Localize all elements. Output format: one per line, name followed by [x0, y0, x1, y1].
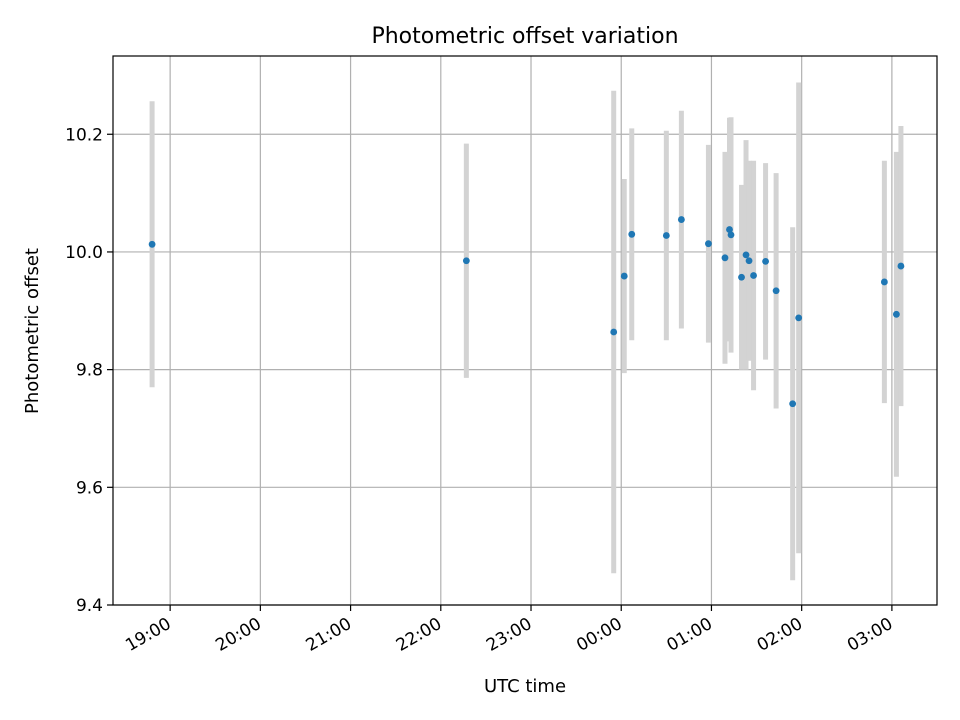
y-tick-label: 10.0	[65, 243, 103, 263]
data-point	[893, 310, 900, 318]
data-point	[789, 400, 797, 408]
y-tick-label: 9.6	[76, 478, 103, 498]
data-point	[795, 314, 803, 322]
plot-frame	[112, 55, 938, 606]
y-tick-label: 10.2	[65, 125, 103, 145]
data-point	[148, 240, 156, 248]
data-point	[742, 251, 750, 259]
y-axis-label: Photometric offset	[22, 248, 43, 414]
x-axis-label: UTC time	[484, 676, 566, 697]
data-point	[705, 240, 712, 248]
y-tick-label: 9.4	[76, 596, 103, 616]
data-point	[628, 230, 636, 238]
data-point	[662, 232, 670, 239]
data-point	[677, 216, 685, 223]
data-point	[462, 257, 470, 265]
chart-title: Photometric offset variation	[371, 24, 678, 49]
data-point	[721, 254, 729, 262]
data-point	[880, 278, 888, 286]
data-point	[726, 226, 733, 233]
data-points	[148, 216, 905, 408]
data-point	[750, 272, 757, 279]
data-point	[897, 262, 905, 270]
data-point	[610, 328, 618, 336]
data-point	[745, 257, 753, 265]
data-point	[727, 231, 735, 239]
data-point	[762, 257, 769, 265]
data-point	[620, 272, 628, 280]
data-point	[772, 287, 780, 295]
y-tick-label: 9.8	[76, 361, 103, 381]
y-axis-ticks: 9.4 9.6 9.8 10.0 10.2	[65, 125, 113, 616]
data-point	[738, 273, 745, 281]
